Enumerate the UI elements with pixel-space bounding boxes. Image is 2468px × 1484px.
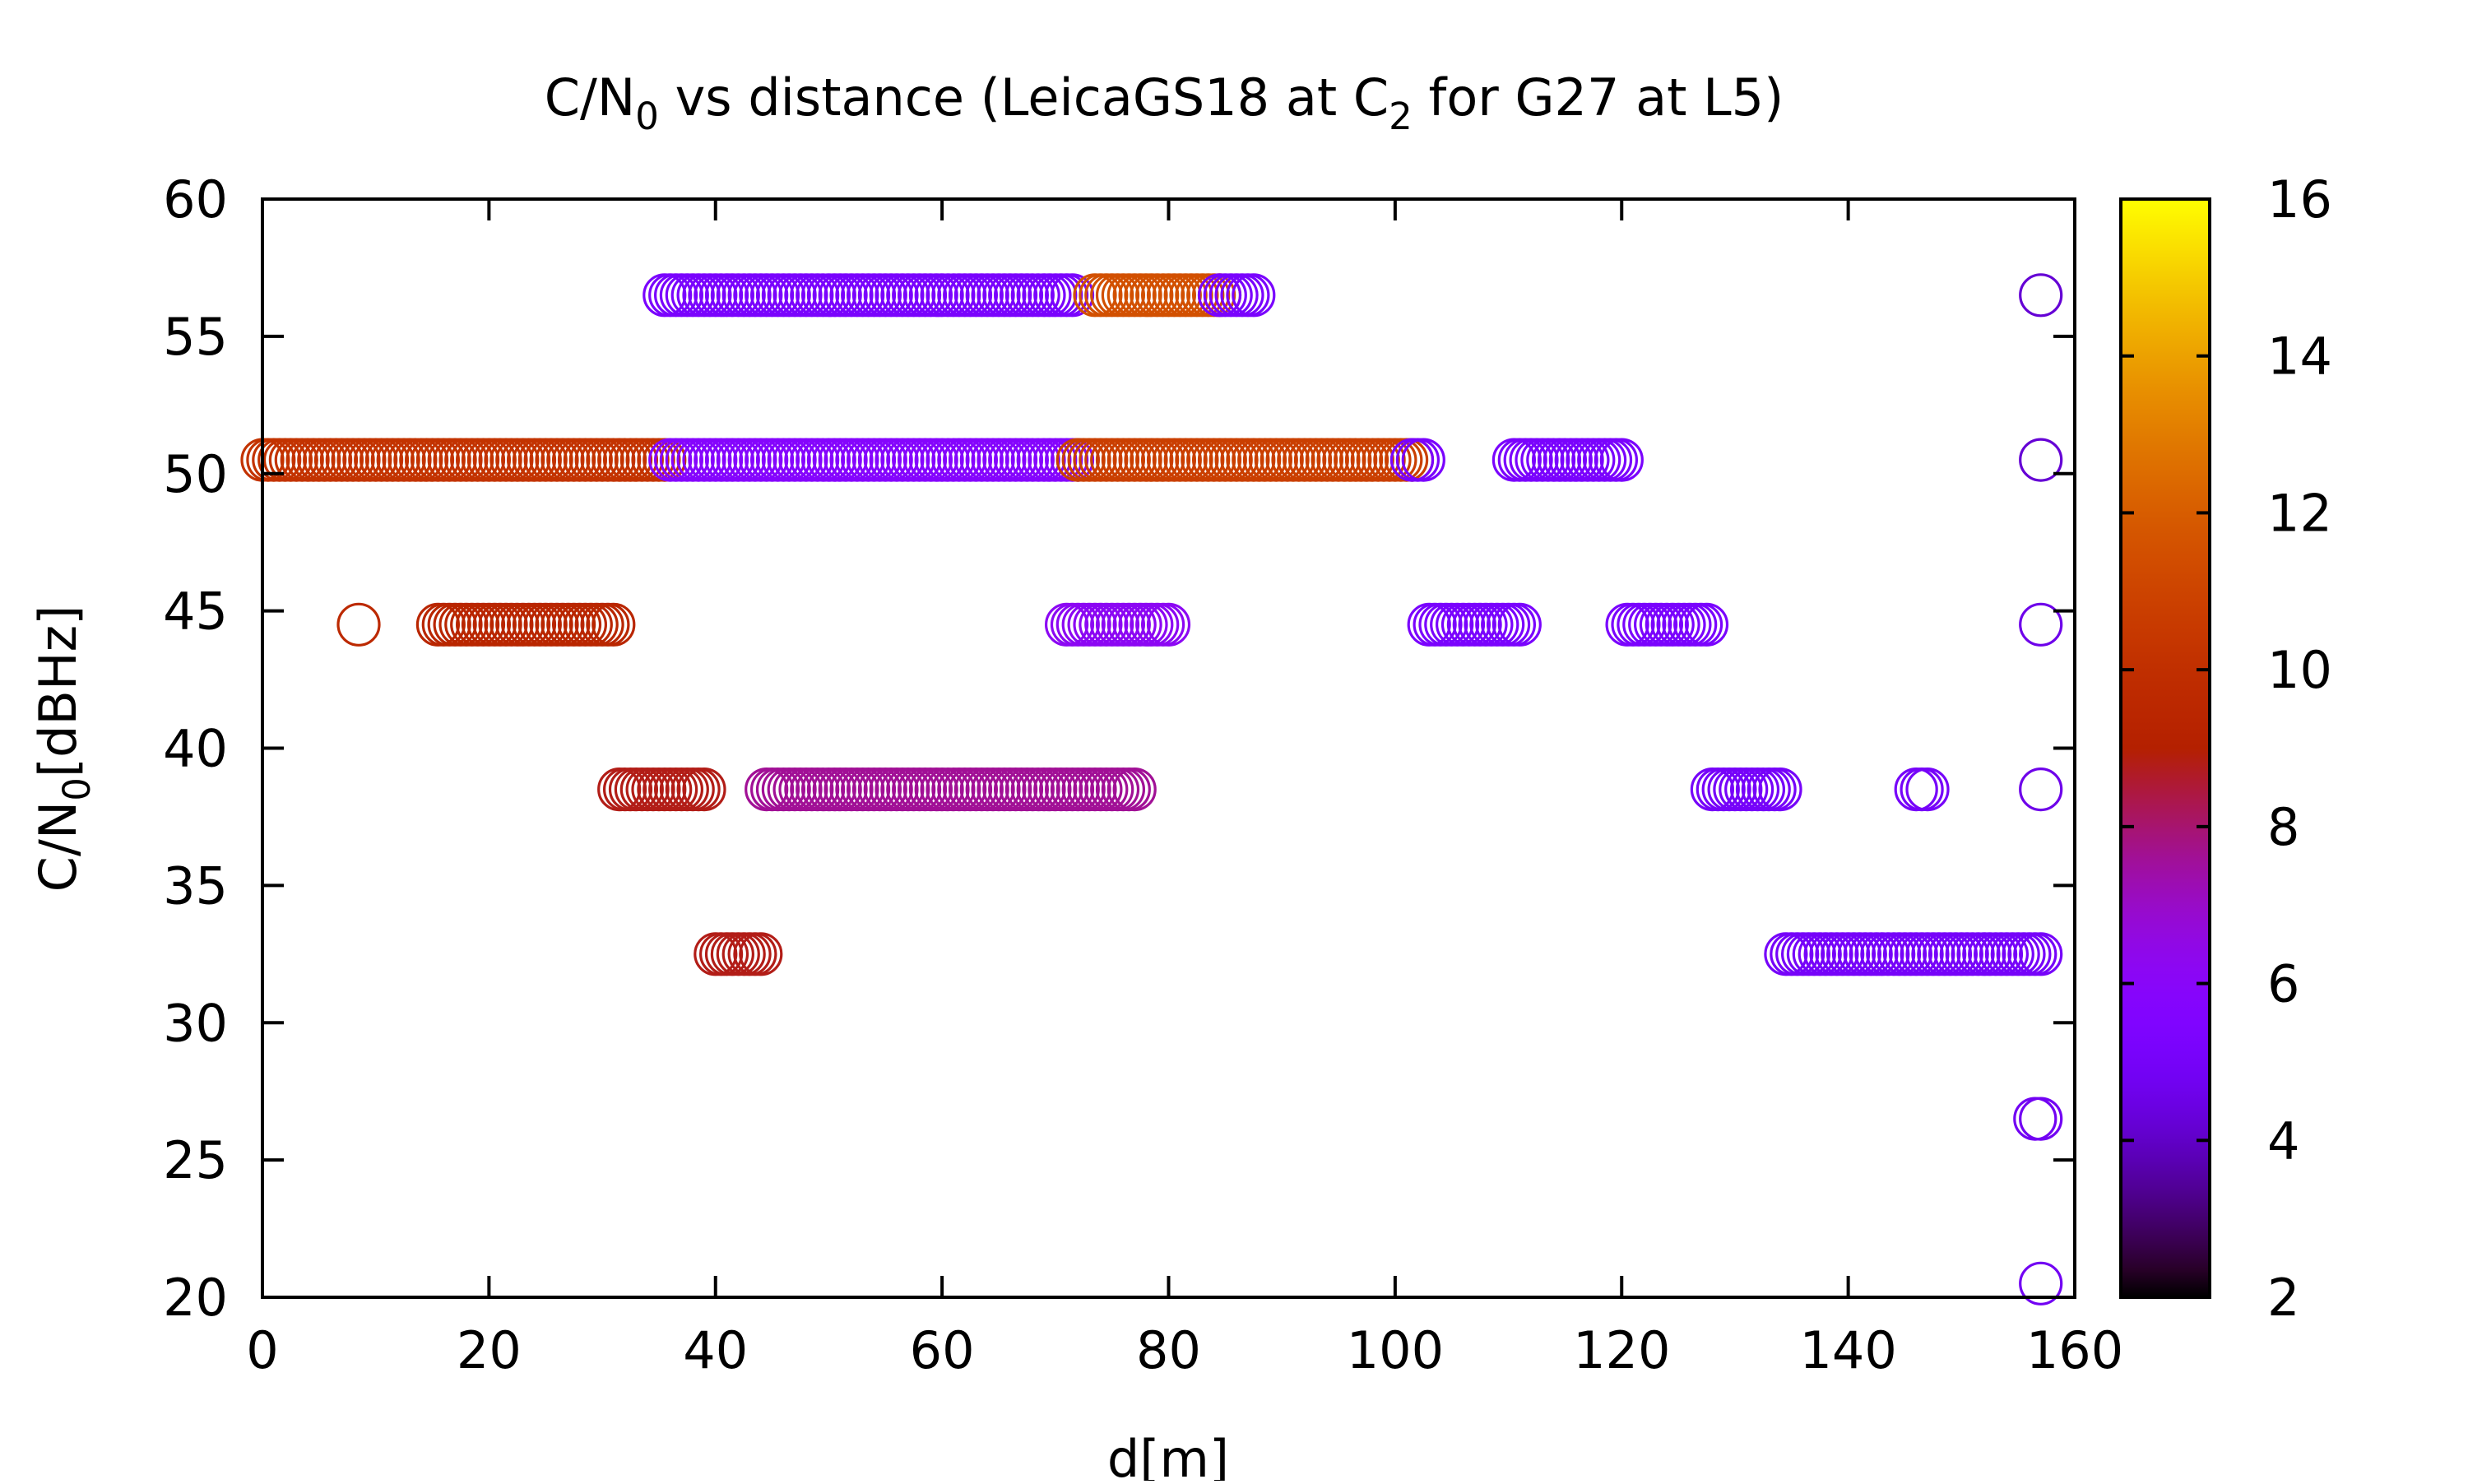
colorbar-tick-label: 14: [2267, 327, 2332, 387]
data-point: [739, 932, 783, 976]
x-tick-label: 40: [683, 1320, 748, 1380]
data-point: [1232, 273, 1276, 318]
colorbar-tick-label: 6: [2267, 954, 2299, 1014]
data-point: [2019, 767, 2063, 812]
colorbar-tick-label: 8: [2267, 797, 2299, 857]
data-point: [1599, 438, 1644, 482]
x-tick-label: 100: [1347, 1320, 1444, 1380]
data-point: [1905, 767, 1950, 812]
data-point: [2019, 932, 2063, 976]
x-axis-label: d[m]: [1107, 1429, 1229, 1481]
chart-title: C/N0 vs distance (LeicaGS18 at C2 for G2…: [545, 67, 1784, 138]
data-point: [2019, 438, 2063, 482]
y-tick-label: 30: [163, 993, 228, 1053]
y-tick-label: 50: [163, 444, 228, 504]
data-point: [1684, 602, 1729, 647]
data-point: [682, 767, 726, 812]
y-tick-label: 45: [163, 582, 228, 642]
y-axis-label: C/N0[dBHz]: [28, 605, 99, 893]
data-point: [1497, 602, 1542, 647]
x-tick-label: 140: [1799, 1320, 1896, 1380]
data-point: [1401, 438, 1445, 482]
y-tick-label: 25: [163, 1130, 228, 1190]
data-point: [336, 602, 381, 647]
data-point: [1050, 273, 1095, 318]
x-tick-label: 60: [910, 1320, 975, 1380]
data-point: [591, 602, 636, 647]
data-points: [240, 273, 2063, 1305]
data-point: [1146, 602, 1191, 647]
y-tick-label: 40: [163, 719, 228, 779]
colorbar-tick-label: 12: [2267, 483, 2332, 543]
colorbar-tick-label: 2: [2267, 1268, 2299, 1328]
y-tick-label: 60: [163, 169, 228, 230]
colorbar-tick-label: 4: [2267, 1111, 2299, 1171]
axes: 0 20 40 60 80 100 120 140 160 20 25 30 35 40 45 50 55 60: [163, 169, 2123, 1380]
y-tick-label: 20: [163, 1268, 228, 1328]
colorbar: [2119, 197, 2211, 1299]
x-tick-label: 0: [246, 1320, 278, 1380]
data-point: [2019, 1097, 2063, 1141]
data-point: [1112, 767, 1157, 812]
plot-area-frame: [261, 197, 2076, 1299]
x-tick-label: 160: [2026, 1320, 2123, 1380]
x-tick-label: 80: [1136, 1320, 1201, 1380]
colorbar-tick-label: 10: [2267, 640, 2332, 700]
colorbar-tick-label: 16: [2267, 169, 2332, 230]
colorbar-ticks: 2 4 6 8 10 12 14 16: [2121, 169, 2332, 1328]
data-point: [2019, 602, 2063, 647]
y-tick-label: 55: [163, 307, 228, 367]
data-point: [2019, 1261, 2063, 1305]
data-point: [1758, 767, 1802, 812]
x-tick-label: 20: [457, 1320, 522, 1380]
data-point: [2019, 273, 2063, 318]
y-tick-label: 35: [163, 856, 228, 916]
x-tick-label: 120: [1573, 1320, 1670, 1380]
